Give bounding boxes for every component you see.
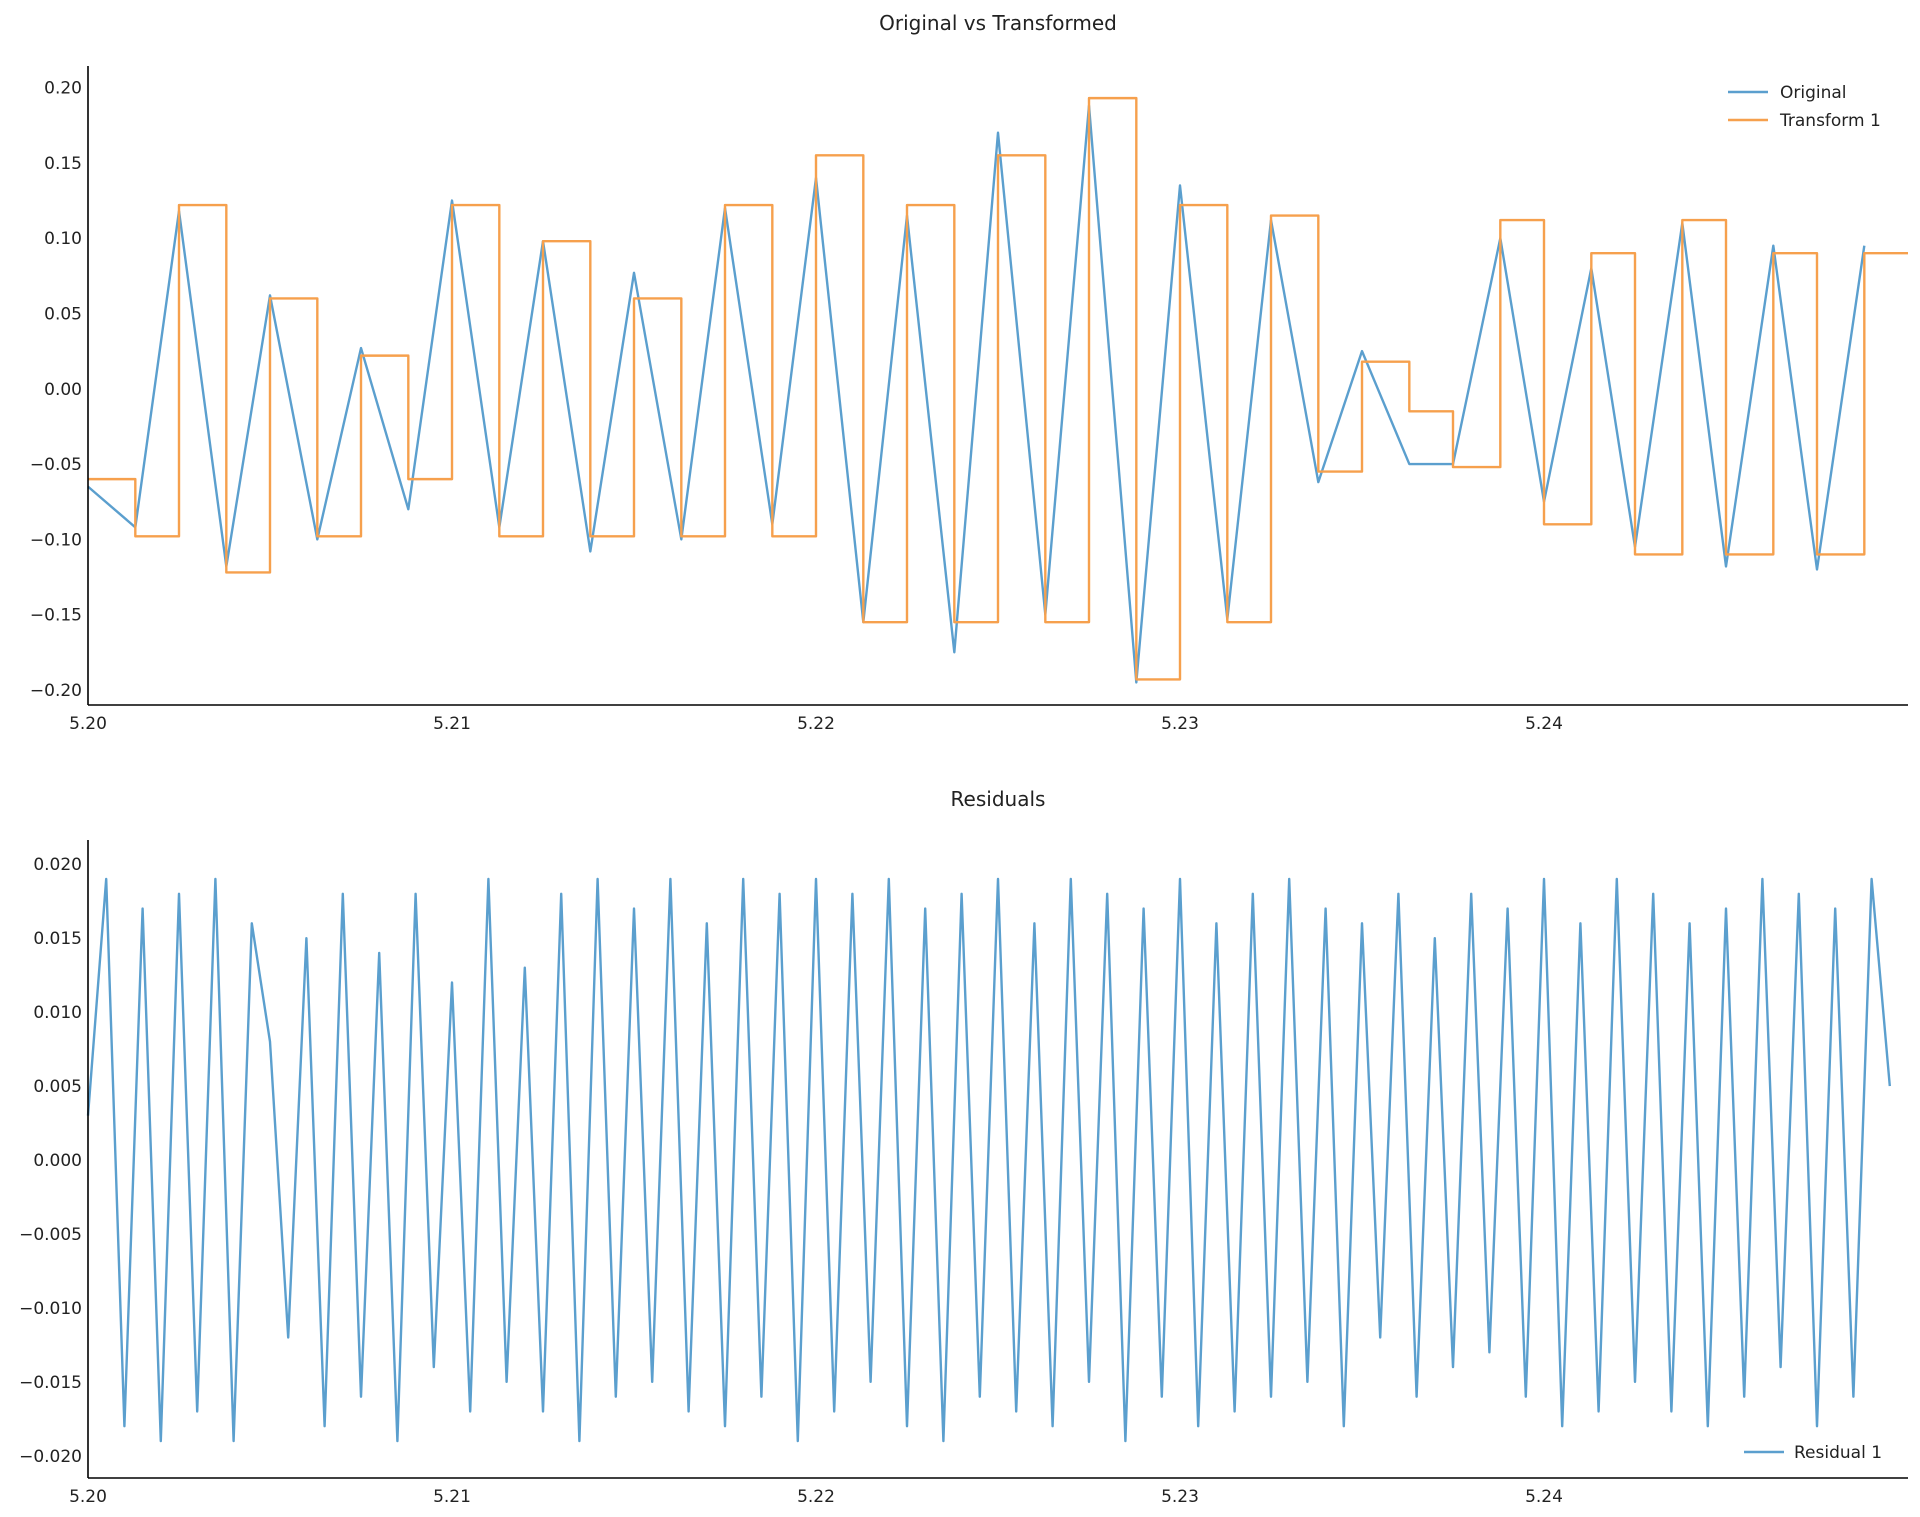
y-tick-label: −0.020 [19,1447,82,1467]
axes: −0.20 −0.15 −0.10 −0.05 0.00 0.05 0.10 0.15 0.20… [30,66,1908,734]
x-tick-label: 5.20 [69,1487,107,1507]
legend-label-residual: Residual 1 [1794,1443,1882,1463]
x-tick-label: 5.21 [433,714,471,734]
x-tick-label: 5.21 [433,1487,471,1507]
chart-title: Original vs Transformed [879,11,1117,35]
y-tick-label: 0.10 [44,229,82,249]
series-line-original [87,104,1866,684]
plot-area [87,96,1908,684]
y-tick-label: 0.15 [44,154,82,174]
y-tick-label: 0.020 [33,855,82,875]
y-tick-label: −0.20 [30,681,82,701]
chart-residuals: Residuals −0.020 −0.015 −0.010 −0.005 0.000 0… [19,787,1908,1507]
x-tick-label: 5.24 [1525,714,1563,734]
x-tick-label: 5.23 [1161,1487,1199,1507]
chart-title: Residuals [951,787,1046,811]
y-tick-label: −0.10 [30,530,82,550]
series-line-residual-1 [86,877,1891,1443]
y-tick-label: 0.05 [44,304,82,324]
axes: −0.020 −0.015 −0.010 −0.005 0.000 0.005 0.010 0… [19,840,1908,1507]
y-tick-label: 0.20 [44,79,82,99]
x-tick-label: 5.24 [1525,1487,1563,1507]
y-tick-label: −0.005 [19,1225,82,1245]
y-tick-label: −0.010 [19,1299,82,1319]
x-tick-label: 5.23 [1161,714,1199,734]
y-tick-label: −0.015 [19,1373,82,1393]
x-tick-label: 5.22 [797,714,835,734]
legend-label-original: Original [1780,83,1847,103]
chart-original-vs-transformed: Original vs Transformed −0.20−0.15−0.10−… [30,11,1908,734]
y-tick-label: −0.05 [30,455,82,475]
legend: Residual 1 [1744,1443,1882,1463]
series-line-transform-1 [88,96,1908,681]
y-tick-label: 0.015 [33,929,82,949]
x-tick-label: 5.20 [69,714,107,734]
legend: Original Transform 1 [1728,83,1881,131]
y-tick-label: 0.010 [33,1003,82,1023]
y-tick-label: 0.00 [44,380,82,400]
legend-label-transform: Transform 1 [1779,111,1881,131]
y-tick-label: 0.000 [33,1151,82,1171]
plot-area [86,877,1891,1443]
x-tick-label: 5.22 [797,1487,835,1507]
y-tick-label: 0.005 [33,1077,82,1097]
y-tick-label: −0.15 [30,606,82,626]
